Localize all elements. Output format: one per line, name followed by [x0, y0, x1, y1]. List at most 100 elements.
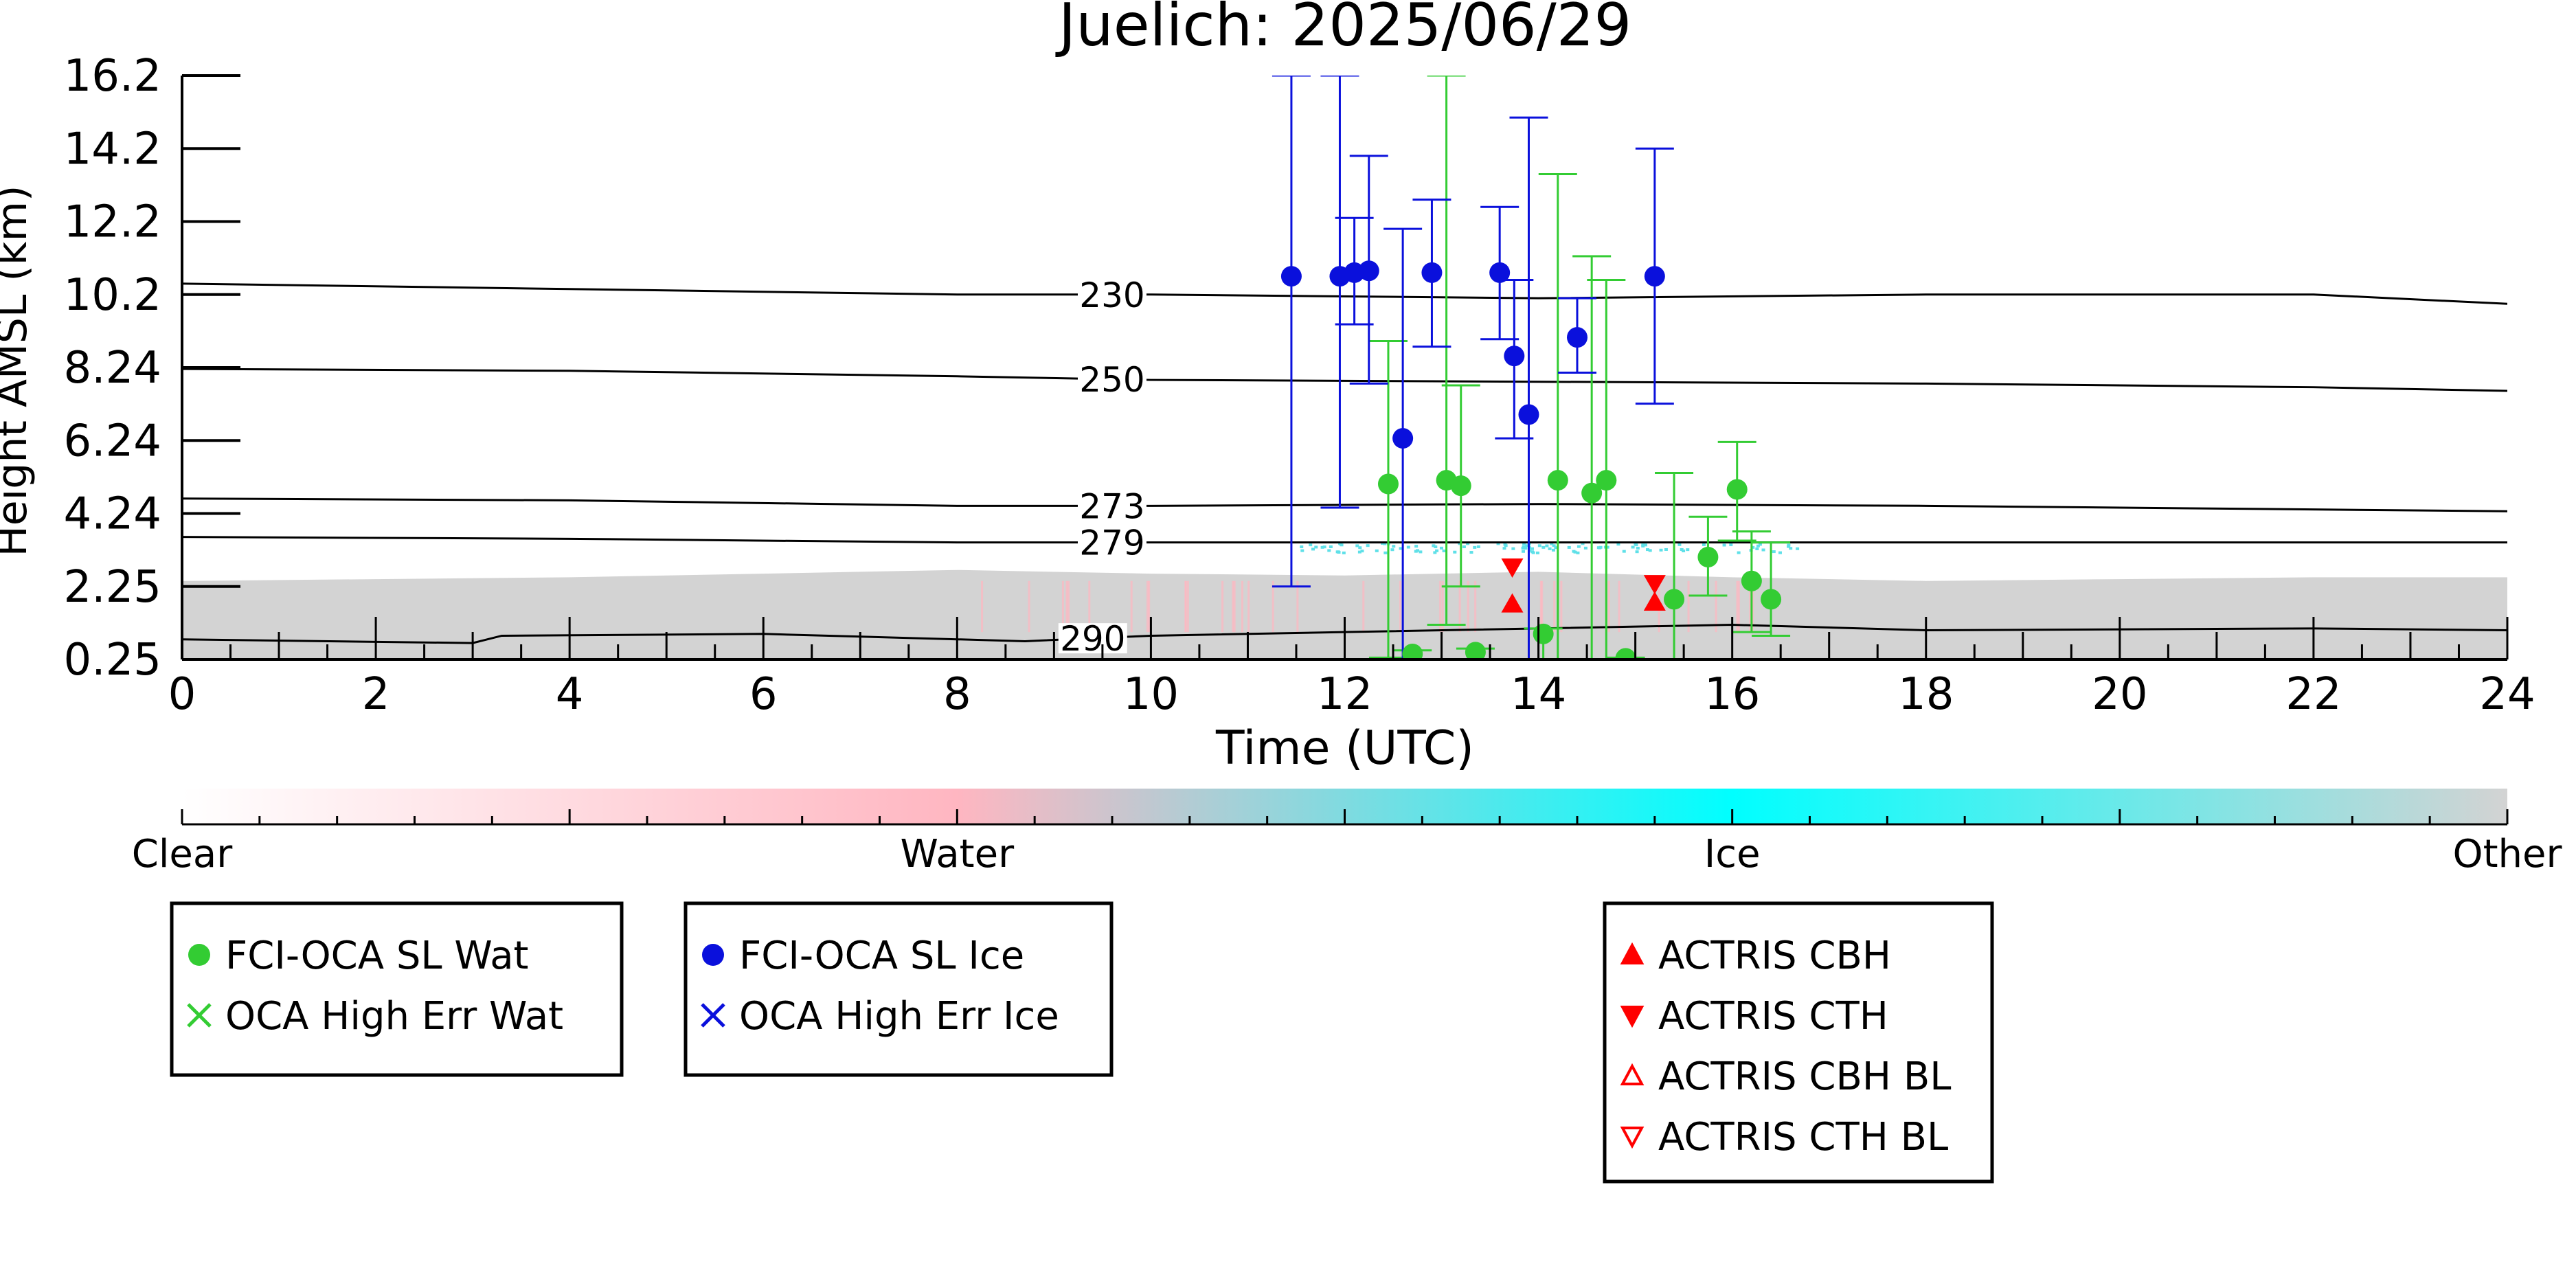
legend-box: [170, 901, 624, 1077]
legend-x-icon: [187, 1003, 212, 1028]
ice-mask-pixel: [1548, 547, 1552, 550]
y-tick-label: 8.24: [64, 343, 162, 394]
ice-mask-pixel: [1552, 544, 1556, 547]
data-point: [1421, 262, 1443, 283]
ice-mask-pixel: [1583, 546, 1588, 550]
ice-mask-pixel: [1530, 547, 1535, 550]
ice-mask-pixel: [1682, 549, 1686, 552]
y-tick-label: 12.2: [64, 197, 162, 248]
ice-mask-pixel: [1796, 547, 1800, 550]
data-point: [1567, 327, 1588, 348]
colorbar-label: Other: [2452, 832, 2562, 877]
ice-mask-pixel: [1392, 545, 1396, 548]
water-mask-pixel: [1148, 580, 1151, 633]
ice-mask-pixel: [1567, 545, 1571, 549]
water-mask-pixel: [1186, 580, 1189, 633]
legend-entry-label: OCA High Err Wat: [225, 994, 563, 1039]
ice-mask-pixel: [1383, 542, 1387, 545]
water-mask-pixel: [1272, 580, 1274, 633]
ice-mask-pixel: [1469, 551, 1473, 554]
water-mask-pixel: [1065, 580, 1068, 633]
ice-mask-pixel: [1496, 542, 1500, 545]
legend-entry-label: FCI-OCA SL Ice: [739, 934, 1024, 978]
water-mask-pixel: [1028, 580, 1030, 633]
contour-label-bg: [1058, 623, 1127, 654]
contour-label-bg: [1078, 527, 1146, 558]
y-tick-label: 10.2: [64, 270, 162, 321]
data-point: [1402, 644, 1423, 659]
contour-label-bg: [1078, 279, 1146, 310]
ice-mask-pixel: [1755, 547, 1759, 550]
legend-entry-label: ACTRIS CTH BL: [1658, 1115, 1948, 1160]
water-mask-pixel: [1687, 580, 1690, 633]
legend-triangle-down-icon: [1620, 1127, 1645, 1149]
contour-line: [182, 536, 2507, 544]
contour-label-bg: [1078, 364, 1146, 394]
ice-mask-pixel: [1320, 545, 1324, 549]
ice-mask-pixel: [1643, 543, 1647, 547]
ice-mask-pixel: [1577, 545, 1581, 548]
water-mask-pixel: [1146, 580, 1149, 633]
legend-dot-icon: [188, 944, 210, 966]
y-tick-label: 16.2: [64, 51, 162, 102]
ice-mask-pixel: [1686, 548, 1690, 552]
ice-mask-pixel: [1439, 546, 1443, 550]
ice-mask-pixel: [1399, 547, 1403, 550]
ice-mask-pixel: [1622, 550, 1626, 553]
ice-mask-pixel: [1786, 545, 1790, 548]
ice-mask-pixel: [1645, 548, 1649, 552]
ice-mask-pixel: [1631, 545, 1635, 549]
data-point: [1761, 589, 1782, 610]
data-point: [1581, 482, 1603, 504]
ice-mask-pixel: [1502, 547, 1506, 550]
ice-mask-pixel: [1648, 549, 1652, 552]
ice-mask-pixel: [1314, 545, 1318, 549]
water-mask-pixel: [1067, 580, 1070, 633]
data-point: [1392, 428, 1414, 449]
ice-mask-pixel: [1616, 543, 1620, 546]
ice-mask-pixel: [1536, 551, 1540, 554]
ice-mask-pixel: [1433, 551, 1437, 554]
water-mask-pixel: [1458, 580, 1461, 633]
x-tick-label: 18: [1898, 669, 1954, 720]
ice-mask-pixel: [1466, 542, 1470, 545]
data-point: [1726, 479, 1748, 500]
ice-mask-pixel: [1598, 546, 1602, 550]
water-mask-pixel: [1362, 580, 1365, 633]
ice-mask-pixel: [1435, 549, 1439, 552]
ice-mask-pixel: [1504, 544, 1508, 547]
water-mask-pixel: [1751, 580, 1754, 633]
ice-mask-pixel: [1434, 545, 1438, 549]
ice-mask-pixel: [1551, 548, 1555, 552]
x-tick-label: 8: [943, 669, 971, 720]
water-mask-pixel: [1560, 580, 1563, 633]
water-mask-pixel: [1607, 580, 1610, 633]
y-tick-label: 6.24: [64, 416, 162, 466]
ice-mask-pixel: [1442, 549, 1446, 552]
x-tick-label: 16: [1704, 669, 1760, 720]
x-tick-label: 6: [749, 669, 778, 720]
ice-mask-pixel: [1581, 542, 1585, 545]
contour-label: 250: [1079, 360, 1144, 400]
data-point: [1547, 470, 1568, 491]
ice-mask-pixel: [1636, 547, 1640, 550]
water-mask-pixel: [1130, 580, 1133, 633]
ice-mask-pixel: [1541, 545, 1546, 549]
ice-mask-pixel: [1432, 544, 1436, 547]
contour-label: 230: [1079, 275, 1144, 315]
x-tick-label: 20: [2092, 669, 2147, 720]
actris-cth-marker: [1501, 558, 1524, 578]
ice-mask-pixel: [1360, 550, 1364, 553]
ice-mask-pixel: [1335, 550, 1340, 554]
data-point: [1358, 260, 1379, 282]
data-point: [1697, 547, 1719, 568]
legend-triangle-up-icon: [1620, 942, 1645, 964]
ice-mask-pixel: [1751, 545, 1755, 549]
data-point: [1465, 642, 1486, 659]
ice-mask-pixel: [1537, 544, 1541, 547]
water-mask-pixel: [1553, 580, 1556, 633]
ice-mask-pixel: [1677, 543, 1682, 546]
data-point: [1533, 623, 1554, 644]
water-mask-pixel: [1474, 580, 1477, 633]
water-mask-pixel: [1736, 580, 1739, 633]
